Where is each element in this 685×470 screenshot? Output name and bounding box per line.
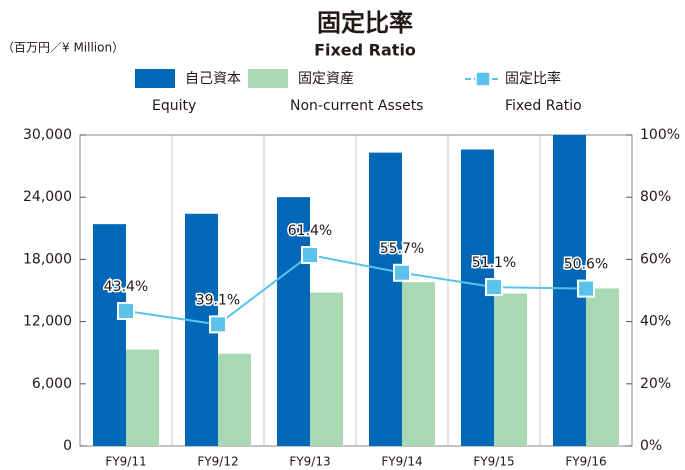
y2-tick-label: 60%: [640, 251, 671, 267]
marker: [301, 246, 319, 265]
bar: [126, 349, 159, 446]
data-label: 39.1%: [196, 292, 240, 308]
data-label: 51.1%: [472, 255, 516, 271]
bar: [402, 282, 435, 446]
bar: [461, 149, 494, 446]
x-tick-label: FY9/15: [473, 455, 514, 469]
x-tick-label: FY9/12: [197, 455, 238, 469]
data-label: 50.6%: [564, 257, 608, 273]
y-tick-label: 6,000: [32, 376, 72, 392]
x-tick-label: FY9/13: [289, 455, 330, 469]
plot-frame: [79, 134, 633, 447]
legend-label: 固定資産: [298, 71, 354, 87]
bar: [277, 197, 310, 446]
unit-label: （百万円／¥ Million）: [2, 41, 124, 55]
y2-tick-label: 80%: [640, 189, 671, 205]
y-tick-label: 0: [63, 438, 72, 454]
marker: [209, 315, 227, 334]
bar: [369, 152, 402, 446]
y2-tick-label: 0%: [640, 438, 662, 454]
legend-marker: [475, 71, 491, 87]
line: [125, 253, 587, 326]
y2-tick-label: 40%: [640, 314, 671, 330]
x-tick-label: FY9/11: [105, 455, 146, 469]
x-tick-label: FY9/16: [565, 455, 606, 469]
bar: [310, 292, 343, 446]
chart-subtitle: Fixed Ratio: [314, 41, 416, 60]
legend-label-en: Equity: [152, 98, 196, 114]
data-label: 43.4%: [104, 279, 148, 295]
y-tick-label: 12,000: [23, 314, 72, 330]
legend-swatch: [248, 69, 288, 88]
y2-tick-label: 100%: [640, 127, 680, 143]
marker: [393, 263, 411, 282]
legend-swatch: [135, 69, 175, 88]
y-tick-label: 24,000: [23, 189, 72, 205]
chart-title: 固定比率: [317, 9, 413, 37]
bar: [494, 293, 527, 446]
legend-label-en: Fixed Ratio: [505, 98, 582, 114]
marker: [577, 279, 595, 298]
bar: [586, 288, 619, 446]
y-tick-label: 18,000: [23, 251, 72, 267]
marker: [117, 302, 135, 321]
y-tick-label: 30,000: [23, 127, 72, 143]
y2-tick-label: 20%: [640, 376, 671, 392]
legend-label: 自己資本: [185, 71, 241, 87]
marker: [485, 278, 503, 297]
data-label: 55.7%: [380, 241, 424, 257]
data-label: 61.4%: [288, 223, 332, 239]
legend-label: 固定比率: [505, 70, 561, 87]
x-tick-label: FY9/14: [381, 455, 422, 469]
legend-label-en: Non-current Assets: [290, 98, 423, 114]
bar: [218, 353, 251, 446]
bar: [93, 224, 126, 446]
